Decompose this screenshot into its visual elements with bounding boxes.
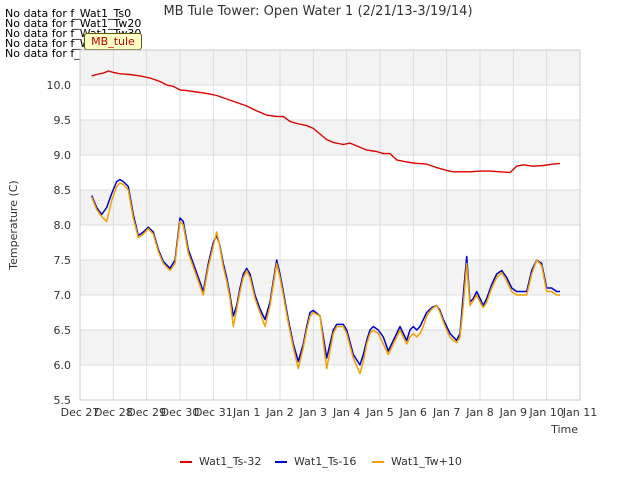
x-tick-label: Jan 5 <box>365 406 393 419</box>
y-gridlines <box>80 84 580 401</box>
x-tick-label: Jan 7 <box>432 406 460 419</box>
legend-label: Wat1_Tw+10 <box>391 455 462 468</box>
grid-bands <box>80 50 580 365</box>
x-tick-label: Jan 6 <box>399 406 427 419</box>
x-tick-label: Jan 9 <box>499 406 527 419</box>
legend-label: Wat1_Ts-32 <box>199 455 261 468</box>
grid-band <box>80 50 580 85</box>
plot-frame <box>79 49 581 401</box>
x-axis-label: Time <box>550 423 578 436</box>
y-tick-label: 10.0 <box>47 79 72 92</box>
y-tick-label: 6.5 <box>54 324 72 337</box>
no-data-message: No data for f_Wat1_Tw50 <box>5 47 142 60</box>
x-tick-label: Dec 28 <box>94 406 133 419</box>
y-tick-label: 8.0 <box>54 219 72 232</box>
x-tick-label: Jan 3 <box>299 406 327 419</box>
y-tick-label: 7.0 <box>54 289 72 302</box>
no-data-message: No data for f_Wat1_Tw20 <box>5 17 142 30</box>
grid-band <box>80 190 580 225</box>
y-tick-label: 5.5 <box>54 394 72 407</box>
no-data-message: No data for f_Wat1_Tw40 <box>5 37 142 50</box>
legend-label: Wat1_Ts-16 <box>294 455 356 468</box>
series-line-Wat1_Tw+10 <box>91 182 560 375</box>
x-tick-label: Dec 30 <box>161 406 200 419</box>
y-tick-label: 6.0 <box>54 359 72 372</box>
chart-title: MB Tule Tower: Open Water 1 (2/21/13-3/1… <box>163 4 472 19</box>
y-tick-label: 9.0 <box>54 149 72 162</box>
series-line-Wat1_Ts-32 <box>91 70 561 174</box>
x-tick-label: Jan 10 <box>528 406 563 419</box>
y-tick-label: 7.5 <box>54 254 72 267</box>
no-data-message: No data for f_Wat1_Tw30 <box>5 27 142 40</box>
x-tick-label: Dec 27 <box>61 406 100 419</box>
legend: Wat1_Ts-32 Wat1_Ts-16 Wat1_Tw+10 <box>180 455 462 468</box>
y-tick-label: 9.5 <box>54 114 72 127</box>
x-tick-label: Jan 1 <box>232 406 260 419</box>
x-tick-label: Jan 4 <box>332 406 360 419</box>
x-tick-label: Dec 31 <box>194 406 233 419</box>
x-tick-label: Jan 2 <box>265 406 293 419</box>
series-layer <box>91 70 561 375</box>
x-tick-label: Dec 29 <box>127 406 166 419</box>
series-line-Wat1_Ts-16 <box>91 178 560 366</box>
grid-band <box>80 120 580 155</box>
y-axis-ticks: 5.5 6.0 6.5 7.0 7.5 8.0 8.5 9.0 9.5 10.0 <box>47 79 72 407</box>
y-axis-label: Temperature (C) <box>7 180 20 270</box>
x-tick-label: Jan 11 <box>562 406 597 419</box>
y-tick-label: 8.5 <box>54 184 72 197</box>
no-data-message: No data for f_Wat1_Ts0 <box>5 7 132 20</box>
x-tick-label: Jan 8 <box>465 406 493 419</box>
